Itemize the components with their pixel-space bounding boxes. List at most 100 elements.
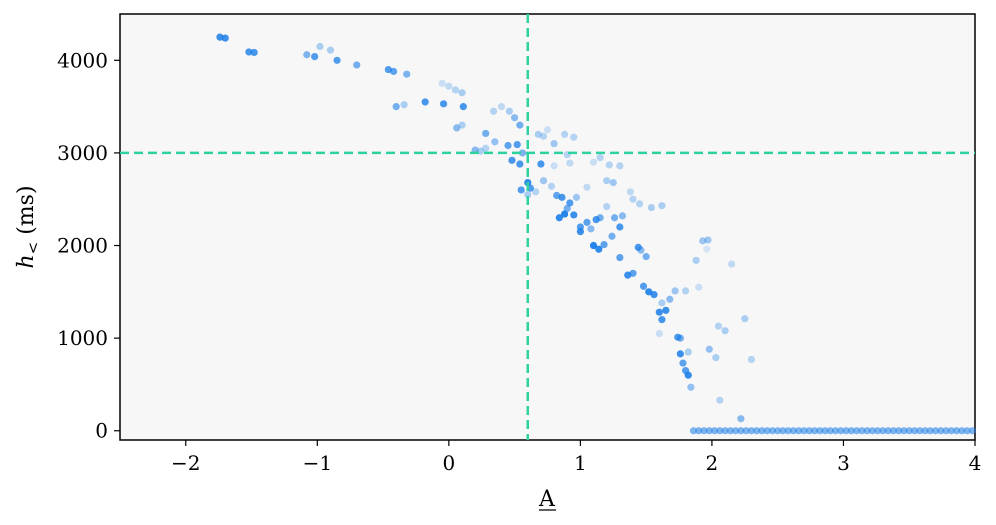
data-point [524, 190, 532, 199]
x-tick-label: −2 [171, 451, 200, 475]
data-point-zero [905, 427, 913, 435]
data-point [608, 232, 616, 240]
data-point [439, 100, 448, 108]
data-point [534, 130, 542, 138]
data-point-zero [837, 427, 845, 435]
data-point [676, 350, 684, 358]
data-point-zero [763, 427, 771, 435]
plot-area [119, 13, 976, 441]
data-point [482, 144, 490, 152]
data-point [695, 283, 703, 291]
y-tick-label: 2000 [57, 234, 108, 258]
data-point [609, 178, 617, 187]
data-point-zero [900, 427, 908, 435]
data-point-zero [863, 427, 871, 435]
data-point [679, 359, 687, 367]
data-point [390, 67, 398, 76]
data-point [555, 214, 563, 222]
data-point [438, 79, 446, 88]
data-point [647, 203, 656, 212]
data-point [516, 121, 524, 129]
data-point [587, 225, 595, 233]
data-point [616, 162, 624, 170]
data-point-zero [710, 427, 719, 435]
data-point-zero [910, 427, 919, 435]
data-point [684, 371, 692, 379]
data-point-zero [826, 427, 834, 435]
data-point [655, 329, 663, 338]
y-tick-label: 4000 [57, 48, 108, 72]
data-point [699, 237, 707, 245]
data-point [572, 193, 581, 201]
data-point [629, 195, 637, 203]
data-point [728, 260, 736, 268]
data-point-zero [963, 427, 971, 435]
data-point-zero [874, 427, 882, 435]
data-point [712, 353, 720, 362]
data-point [747, 355, 755, 364]
data-point [518, 149, 527, 157]
data-point-zero [958, 427, 966, 435]
data-point-zero [931, 427, 940, 435]
data-point [642, 253, 650, 261]
data-point [497, 103, 506, 111]
data-point-zero [758, 427, 766, 435]
y-axis-label-main: h [14, 254, 39, 268]
data-point [603, 177, 611, 185]
data-point [453, 124, 461, 132]
data-point-zero [795, 427, 803, 435]
data-point [566, 159, 574, 167]
data-point [704, 236, 712, 244]
data-point [221, 34, 229, 42]
data-point [658, 299, 666, 307]
data-point [458, 121, 466, 129]
data-point-zero [858, 427, 866, 435]
data-point-zero [853, 427, 861, 435]
data-point [403, 70, 411, 78]
data-point [561, 210, 569, 218]
data-point-zero [705, 427, 713, 435]
data-point-zero [747, 427, 755, 435]
data-point [595, 245, 603, 253]
data-point [451, 86, 460, 94]
data-point [511, 114, 519, 122]
x-tick-label: 3 [837, 451, 850, 475]
data-point [610, 214, 619, 222]
data-point [245, 48, 253, 56]
data-point [537, 160, 545, 168]
data-points [216, 33, 976, 435]
data-point [489, 107, 498, 115]
y-axis-label-unit: (ms) [14, 185, 39, 241]
data-point [570, 133, 578, 141]
data-point [566, 199, 574, 207]
data-point-zero [768, 427, 777, 435]
data-point-zero [952, 427, 961, 435]
data-point [491, 138, 499, 146]
data-point [517, 186, 525, 194]
data-point [445, 82, 453, 90]
data-point [550, 162, 558, 170]
data-point [596, 214, 604, 222]
data-point [539, 177, 548, 185]
data-point [741, 315, 749, 323]
data-point [703, 245, 711, 253]
data-point-zero [879, 427, 887, 435]
data-point [311, 53, 319, 61]
y-tick-label: 3000 [57, 141, 108, 165]
data-point [505, 107, 513, 115]
data-point [666, 295, 674, 303]
data-point-zero [831, 427, 840, 435]
data-point [508, 156, 516, 164]
axis-ticks: −2 −1 0 1 2 3 4 0 1000 2000 3000 4000 [57, 48, 981, 475]
x-tick-label: −1 [303, 451, 332, 475]
data-point [459, 103, 467, 111]
y-tick-label: 1000 [57, 326, 108, 350]
data-point-zero [942, 427, 950, 435]
data-point-zero [721, 427, 729, 435]
data-point [570, 211, 578, 219]
data-point [605, 161, 613, 169]
data-point-zero [842, 427, 850, 435]
data-point-zero [737, 427, 745, 435]
data-point [513, 140, 521, 149]
data-point [626, 188, 634, 196]
